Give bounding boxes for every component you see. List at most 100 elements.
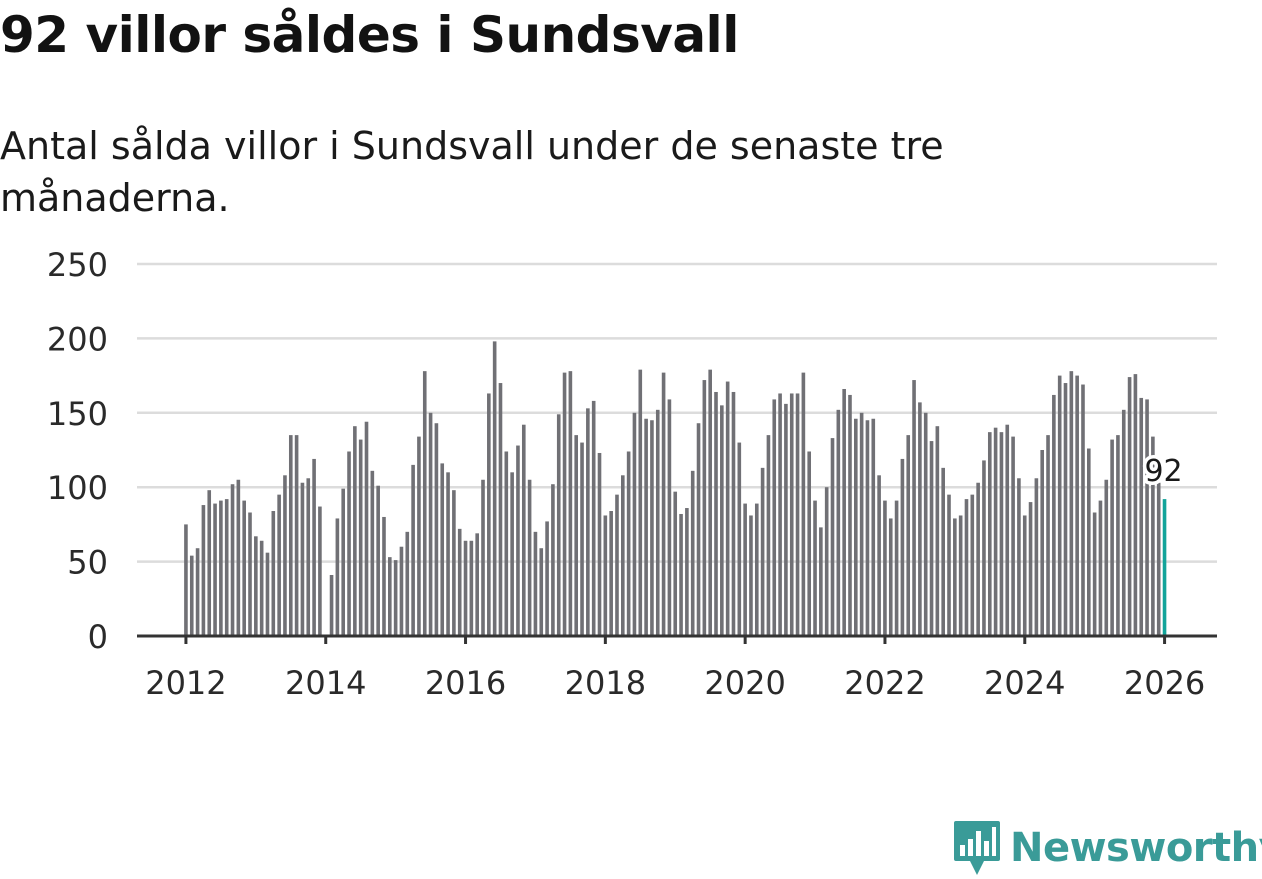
bar (1139, 397, 1144, 636)
bar (452, 490, 456, 636)
bar (929, 441, 934, 636)
bar (737, 442, 742, 636)
bar (242, 500, 246, 636)
bar (556, 414, 561, 636)
bar (1133, 374, 1138, 636)
y-tick-label: 100 (47, 469, 108, 507)
bar (615, 494, 619, 636)
bar (224, 499, 229, 636)
bar (312, 458, 316, 636)
bar (836, 409, 841, 636)
bar (609, 511, 613, 636)
bar (434, 423, 439, 636)
bar (807, 451, 812, 636)
bar (521, 424, 526, 636)
bar (854, 418, 858, 636)
bar (504, 451, 509, 636)
bar (824, 487, 829, 636)
bar (865, 420, 870, 636)
brand-name: Newsworthy (1010, 825, 1262, 871)
bar (894, 500, 899, 636)
y-tick-label: 0 (88, 618, 108, 656)
x-axis-ticks: 2012 2014 2016 2018 2020 2022 2024 2026 (145, 636, 1205, 702)
bar (283, 475, 287, 636)
bar (760, 467, 765, 636)
bar (265, 552, 270, 636)
bar (568, 371, 573, 636)
bar (370, 470, 375, 636)
bar (813, 500, 817, 636)
newsworthy-logo[interactable]: Newsworthy (952, 818, 1262, 878)
bar (743, 503, 747, 636)
bar (329, 574, 334, 636)
y-tick-label: 50 (67, 544, 108, 582)
bar (784, 403, 788, 636)
bar (935, 426, 940, 636)
bar (195, 548, 200, 636)
bar (189, 555, 194, 636)
bar (1087, 448, 1091, 636)
bar (1022, 515, 1027, 636)
bar (1098, 500, 1103, 636)
bar (294, 435, 299, 636)
bar (318, 506, 322, 636)
bar (271, 511, 276, 636)
bar (527, 479, 532, 636)
bar (667, 399, 672, 636)
bar (498, 383, 503, 636)
bar (580, 442, 584, 636)
x-tick-label: 2012 (145, 664, 226, 702)
bar (1034, 478, 1039, 636)
bar (545, 521, 549, 636)
bar (201, 505, 206, 636)
y-tick-label: 150 (47, 395, 108, 433)
bar (1145, 399, 1149, 636)
bar (1069, 371, 1074, 636)
bar (1156, 482, 1161, 636)
bar (347, 451, 351, 636)
bar (1151, 436, 1155, 636)
bar (539, 548, 544, 636)
bar (382, 516, 386, 636)
bar (481, 479, 485, 636)
bar (958, 515, 963, 636)
bar (888, 518, 893, 636)
chart-title: 92 villor såldes i Sundsvall (0, 6, 739, 64)
bar (626, 451, 631, 636)
bar-highlight (1162, 499, 1167, 636)
highlight-value-label: 92 (1144, 454, 1182, 489)
bar (393, 560, 398, 636)
bar (516, 445, 520, 636)
bar (364, 421, 369, 636)
bar (248, 512, 252, 636)
x-tick-label: 2020 (704, 664, 785, 702)
bar (1017, 478, 1021, 636)
bar (778, 393, 782, 636)
bar (405, 531, 410, 636)
bar (953, 518, 957, 636)
bar (1046, 435, 1050, 636)
bar (533, 531, 538, 636)
bar (749, 515, 753, 636)
bar (923, 412, 928, 636)
bar (941, 467, 945, 636)
bar (725, 381, 730, 636)
bar (714, 391, 718, 636)
bar (341, 488, 346, 636)
bar (766, 435, 771, 636)
bar (1011, 436, 1015, 636)
bar (696, 423, 701, 636)
bar (1040, 450, 1045, 636)
bar (1081, 384, 1085, 636)
bar (562, 372, 567, 636)
x-tick-label: 2022 (844, 664, 925, 702)
bar (457, 528, 462, 636)
bar (236, 479, 241, 636)
bar (947, 494, 951, 636)
bar (702, 380, 707, 636)
bar-chart: 0 50 100 150 200 250 2012 2014 2016 2018 2020 2022… (47, 246, 1217, 702)
bar (207, 490, 212, 636)
bar (306, 478, 311, 636)
bar (254, 536, 258, 636)
bar (918, 402, 922, 636)
